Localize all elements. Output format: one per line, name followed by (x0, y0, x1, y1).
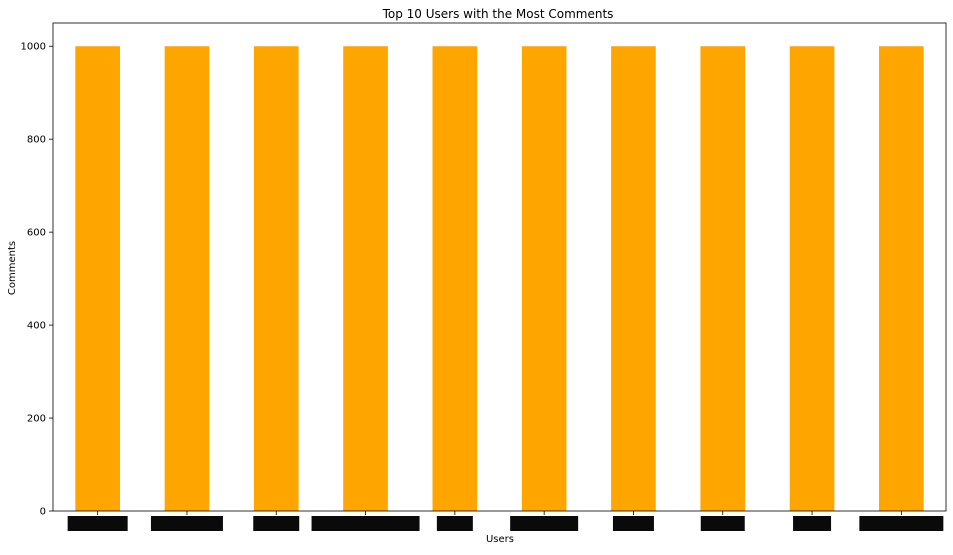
y-axis-label: Comments (7, 241, 18, 295)
bar-3 (253, 46, 299, 512)
x-tick-label-redacted (700, 516, 745, 531)
y-axis: 0 200 400 600 800 1000 (21, 42, 53, 518)
bar-6 (521, 46, 567, 512)
x-axis-label: Users (486, 534, 514, 545)
y-tick-label: 800 (27, 135, 46, 146)
bar-4 (343, 46, 388, 512)
bar-5 (432, 46, 478, 512)
y-tick-label: 1000 (21, 42, 46, 53)
y-tick-label: 600 (27, 228, 46, 239)
x-tick-label-redacted (793, 516, 832, 531)
x-axis (67, 511, 944, 531)
bars-group (75, 46, 924, 512)
y-tick-label: 0 (40, 507, 46, 518)
x-tick-label-redacted (612, 516, 654, 531)
chart-title: Top 10 Users with the Most Comments (382, 7, 614, 21)
x-tick-label-redacted (150, 516, 223, 531)
bar-10 (879, 46, 924, 512)
x-tick-label-redacted (253, 516, 300, 531)
bar-9 (789, 46, 835, 512)
x-tick-label-redacted (859, 516, 944, 531)
plot-frame (52, 22, 947, 512)
x-tick-label-redacted (436, 516, 473, 531)
y-tick-label: 400 (27, 321, 46, 332)
y-tick-label: 200 (27, 414, 46, 425)
x-tick-label-redacted (311, 516, 420, 531)
bar-1 (75, 46, 120, 512)
x-tick-label-redacted (67, 516, 128, 531)
bar-2 (164, 46, 210, 512)
bar-8 (700, 46, 746, 512)
x-tick-label-redacted (510, 516, 579, 531)
bar-7 (611, 46, 656, 512)
